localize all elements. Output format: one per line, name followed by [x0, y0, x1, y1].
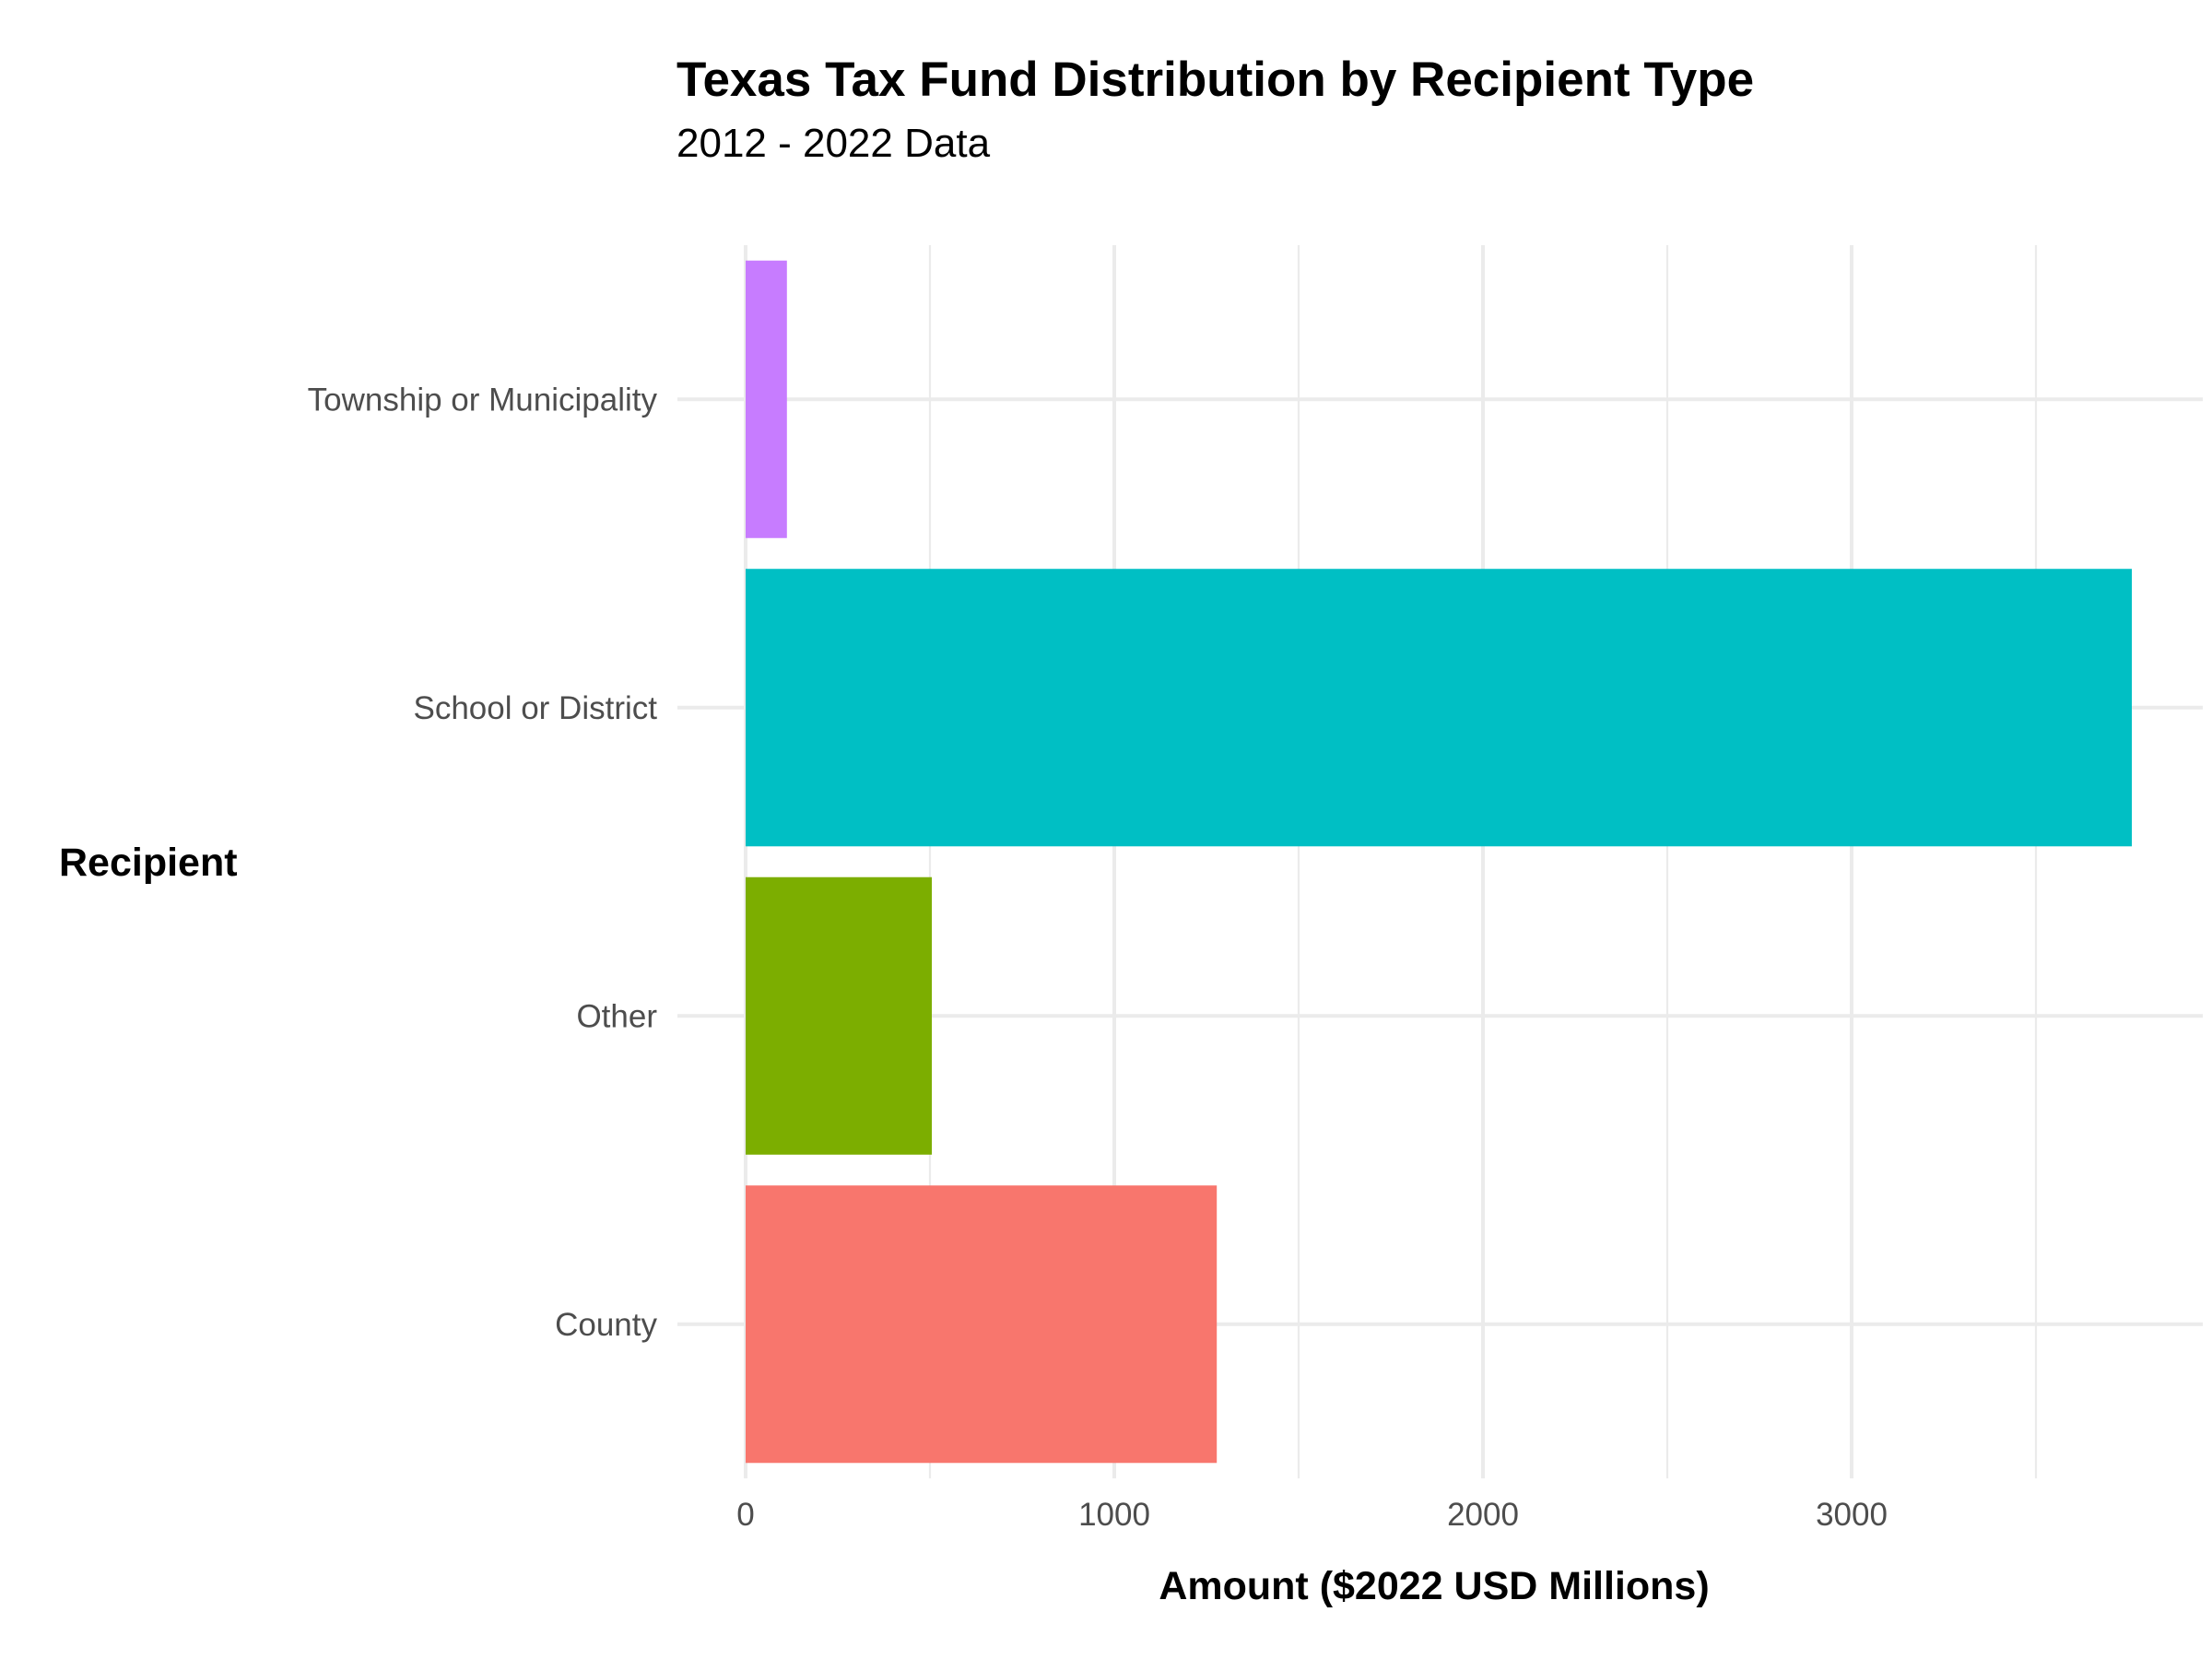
x-tick-label: 3000 [1816, 1497, 1888, 1533]
x-tick-label: 0 [736, 1497, 754, 1533]
x-axis-tick-labels: 0 1000 2000 3000 [736, 1497, 1888, 1533]
x-tick-label: 2000 [1447, 1497, 1519, 1533]
bars [746, 260, 2132, 1464]
x-tick-label: 1000 [1078, 1497, 1150, 1533]
x-axis-title: Amount ($2022 USD Millions) [1159, 1564, 1709, 1608]
chart-subtitle: 2012 - 2022 Data [677, 121, 991, 166]
bar-township-or-municipality [746, 260, 787, 538]
chart-title: Texas Tax Fund Distribution by Recipient… [677, 53, 1754, 107]
y-axis-tick-labels: County Other School or District Township or… [308, 382, 658, 1343]
y-tick-label: County [555, 1307, 657, 1343]
y-tick-label: Township or Municipality [308, 382, 658, 418]
y-tick-label: Other [576, 998, 657, 1034]
y-axis-title: Recipient [59, 841, 238, 885]
plot-panel: County Other School or District Township or… [308, 245, 2203, 1533]
bar-other [746, 877, 932, 1155]
bar-school-or-district [746, 569, 2132, 847]
bar-county [746, 1185, 1218, 1464]
y-tick-label: School or District [413, 690, 657, 726]
